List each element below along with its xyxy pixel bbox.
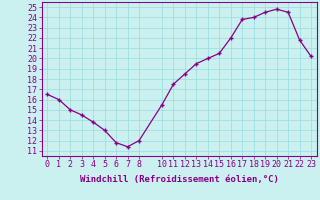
X-axis label: Windchill (Refroidissement éolien,°C): Windchill (Refroidissement éolien,°C) <box>80 175 279 184</box>
